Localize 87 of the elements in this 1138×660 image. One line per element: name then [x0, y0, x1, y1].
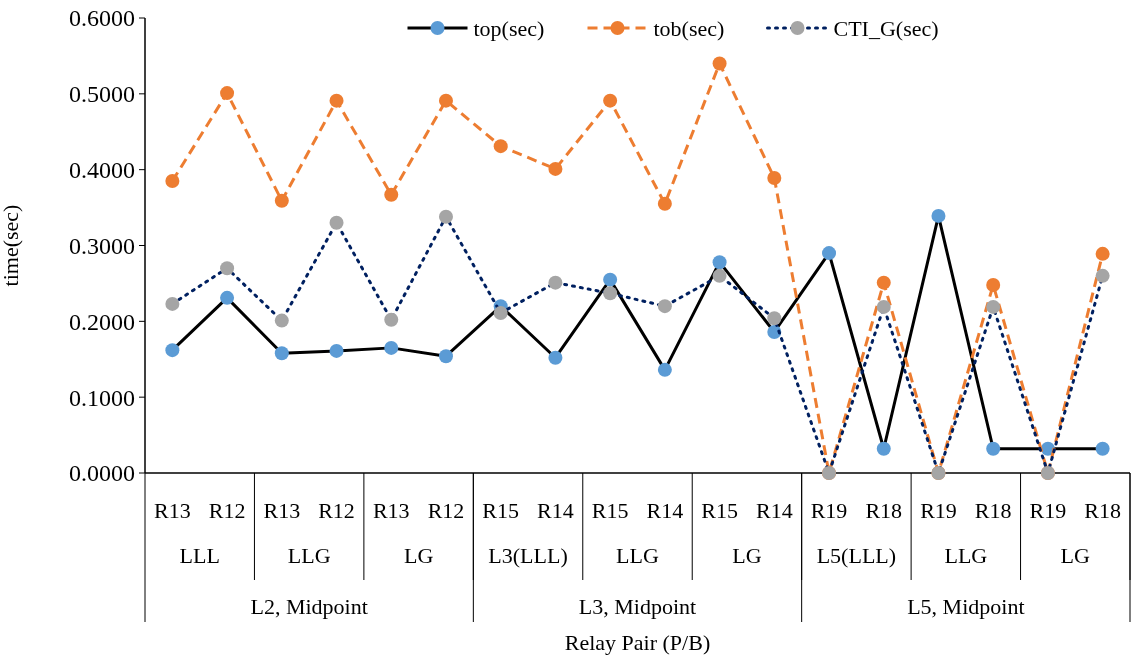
point — [384, 340, 399, 355]
point — [986, 299, 1001, 314]
legend-label: CTI_G(sec) — [833, 15, 939, 41]
point — [986, 441, 1001, 456]
y-tick-label: 0.1000 — [69, 384, 135, 411]
x-tick-label: R19 — [1029, 497, 1067, 523]
point — [712, 56, 727, 71]
x-axis-title: Relay Pair (P/B) — [564, 629, 711, 655]
point — [1095, 246, 1110, 261]
point — [438, 93, 453, 108]
y-tick-label: 0.4000 — [69, 157, 135, 184]
text: L3, Midpoint — [578, 593, 697, 619]
x-tick-label: R14 — [755, 497, 793, 523]
legend-label: tob(sec) — [653, 15, 725, 41]
point — [712, 255, 727, 270]
x-tick-label: R15 — [701, 497, 738, 523]
point — [384, 312, 399, 327]
x-tick-label: R13 — [154, 497, 191, 523]
point — [384, 187, 399, 202]
point — [274, 313, 289, 328]
x-tick-label: R18 — [865, 497, 903, 523]
point — [986, 277, 1001, 292]
point — [1095, 268, 1110, 283]
x-tick-label: R12 — [427, 497, 465, 523]
point — [548, 275, 563, 290]
point — [493, 305, 508, 320]
text: L2, Midpoint — [250, 593, 368, 619]
text: LG — [403, 542, 434, 568]
text: L5(LLL) — [816, 542, 897, 568]
x-tick-label: R14 — [537, 497, 574, 523]
text: LLL — [179, 542, 220, 568]
y-tick-label: 0.2000 — [69, 308, 135, 335]
point — [822, 246, 837, 261]
x-tick-label: R19 — [920, 497, 957, 523]
x-tick-label: R13 — [372, 497, 410, 523]
point — [493, 139, 508, 154]
point — [931, 208, 946, 223]
point — [876, 299, 891, 314]
point — [220, 261, 235, 276]
point — [220, 86, 235, 101]
text: LLG — [287, 542, 331, 568]
x-tick-label: R19 — [810, 497, 848, 523]
x-tick-label: R15 — [482, 497, 520, 523]
text: LLG — [616, 542, 659, 568]
point — [657, 362, 672, 377]
x-tick-label: R12 — [208, 497, 246, 523]
point — [220, 290, 235, 305]
text: L3(LLL) — [488, 542, 568, 568]
point — [876, 275, 891, 290]
point — [603, 272, 618, 287]
point — [603, 286, 618, 301]
point — [657, 196, 672, 211]
point — [548, 161, 563, 176]
point — [438, 349, 453, 364]
point — [165, 296, 180, 311]
y-tick-label: 0.0000 — [69, 460, 135, 487]
point — [165, 174, 180, 189]
point — [603, 93, 618, 108]
y-tick-label: 0.6000 — [69, 5, 135, 32]
point — [548, 350, 563, 365]
point — [712, 268, 727, 283]
text: LLG — [944, 542, 988, 568]
point — [165, 343, 180, 358]
text: L5, Midpoint — [907, 593, 1025, 619]
point — [438, 209, 453, 224]
point — [767, 311, 782, 326]
point — [876, 441, 891, 456]
y-axis-title: time(sec) — [0, 204, 23, 287]
x-tick-label: R13 — [263, 497, 301, 523]
text: LG — [1060, 542, 1091, 568]
x-tick-label: R14 — [646, 497, 684, 523]
point — [274, 193, 289, 208]
y-tick-label: 0.3000 — [69, 232, 135, 259]
legend-label: top(sec) — [473, 15, 545, 41]
point — [657, 299, 672, 314]
point — [329, 93, 344, 108]
x-tick-label: R18 — [1084, 497, 1121, 523]
point — [767, 171, 782, 186]
point — [274, 346, 289, 361]
x-tick-label: R18 — [974, 497, 1012, 523]
point — [329, 343, 344, 358]
x-tick-label: R12 — [318, 497, 355, 523]
y-tick-label: 0.5000 — [69, 81, 135, 108]
text: LG — [732, 542, 762, 568]
point — [1095, 441, 1110, 456]
x-tick-label: R15 — [591, 497, 629, 523]
point — [329, 215, 344, 230]
